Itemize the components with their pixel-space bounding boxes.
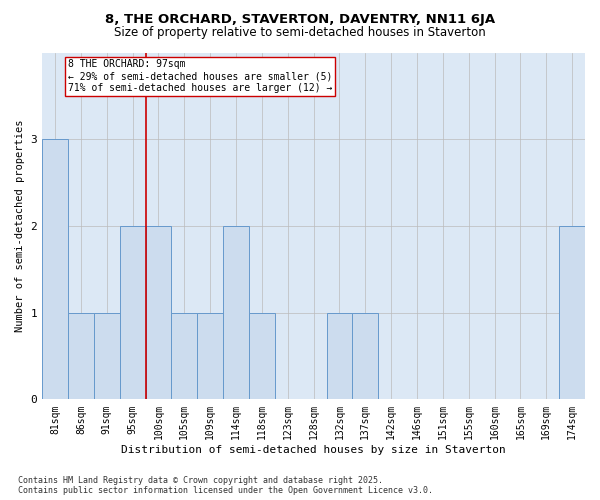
Bar bbox=[559, 226, 585, 400]
Bar bbox=[197, 312, 223, 400]
Text: Contains HM Land Registry data © Crown copyright and database right 2025.
Contai: Contains HM Land Registry data © Crown c… bbox=[18, 476, 433, 495]
Bar bbox=[68, 312, 94, 400]
Y-axis label: Number of semi-detached properties: Number of semi-detached properties bbox=[15, 120, 25, 332]
Bar bbox=[94, 312, 120, 400]
Bar bbox=[352, 312, 378, 400]
Text: 8, THE ORCHARD, STAVERTON, DAVENTRY, NN11 6JA: 8, THE ORCHARD, STAVERTON, DAVENTRY, NN1… bbox=[105, 12, 495, 26]
Bar bbox=[120, 226, 146, 400]
Bar bbox=[146, 226, 172, 400]
Bar bbox=[326, 312, 352, 400]
Bar bbox=[172, 312, 197, 400]
Bar bbox=[249, 312, 275, 400]
X-axis label: Distribution of semi-detached houses by size in Staverton: Distribution of semi-detached houses by … bbox=[121, 445, 506, 455]
Bar bbox=[223, 226, 249, 400]
Bar bbox=[42, 139, 68, 400]
Text: Size of property relative to semi-detached houses in Staverton: Size of property relative to semi-detach… bbox=[114, 26, 486, 39]
Text: 8 THE ORCHARD: 97sqm
← 29% of semi-detached houses are smaller (5)
71% of semi-d: 8 THE ORCHARD: 97sqm ← 29% of semi-detac… bbox=[68, 60, 332, 92]
